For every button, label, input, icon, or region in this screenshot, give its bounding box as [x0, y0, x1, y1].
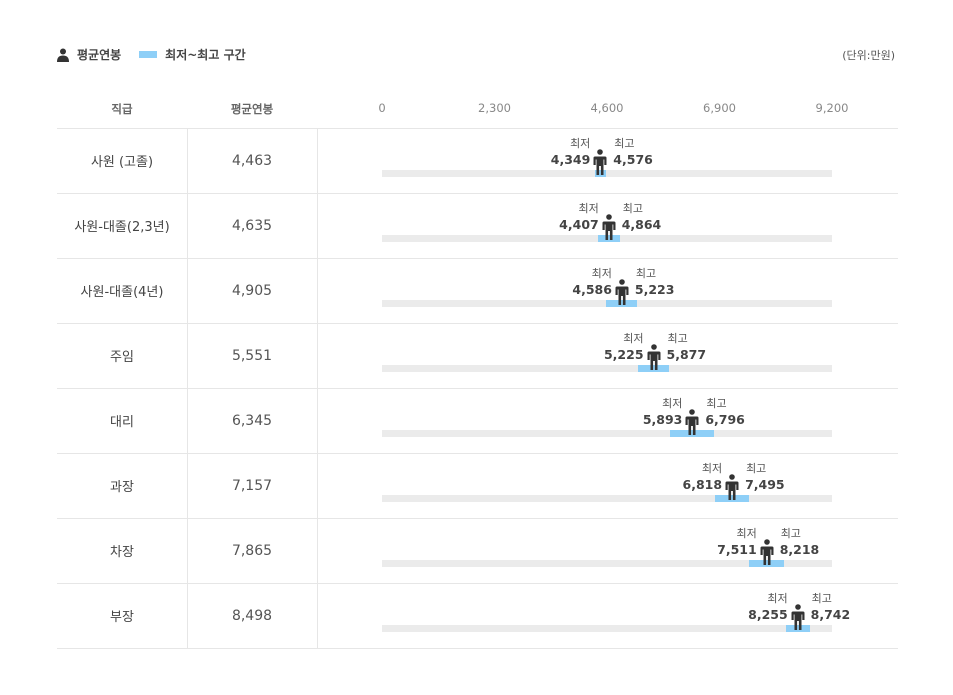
avg-person-marker: [615, 279, 629, 305]
x-tick-label: 2,300: [478, 101, 511, 115]
min-label: 최저: [570, 137, 591, 150]
avg-salary-value: 4,463: [231, 152, 273, 169]
avg-salary-value: 6,345: [231, 412, 273, 429]
max-label: 최고: [622, 202, 643, 215]
header-grade: 직급: [111, 102, 133, 116]
legend-avg-label: 평균연봉: [77, 48, 122, 62]
row-divider: [57, 193, 898, 194]
max-value: 8,218: [779, 542, 820, 557]
min-value: 7,511: [717, 542, 757, 557]
grade-label: 차장: [110, 545, 134, 560]
range-track: [382, 625, 832, 632]
x-tick-label: 6,900: [703, 101, 736, 115]
range-track: [382, 495, 832, 502]
range-bar: [749, 560, 784, 567]
header-divider: [57, 128, 898, 129]
avg-salary-value: 7,865: [231, 542, 273, 559]
grade-label: 주임: [110, 350, 134, 365]
column-divider: [317, 128, 318, 648]
max-value: 8,742: [810, 607, 851, 622]
max-label: 최고: [635, 267, 657, 280]
avg-person-marker: [647, 344, 661, 370]
min-label: 최저: [767, 592, 788, 605]
min-label: 최저: [591, 267, 612, 280]
min-label: 최저: [578, 202, 599, 215]
header-avg: 평균연봉: [230, 102, 274, 116]
range-track: [382, 430, 832, 437]
row-divider: [57, 388, 898, 389]
min-value: 8,255: [748, 607, 788, 622]
min-label: 최저: [662, 397, 683, 410]
range-bar: [785, 625, 810, 632]
grade-label: 사원-대졸(2,3년): [74, 220, 170, 235]
max-label: 최고: [614, 137, 635, 150]
row-divider: [57, 258, 898, 259]
legend: 평균연봉 최저~최고 구간: [57, 46, 246, 63]
range-track: [382, 560, 832, 567]
max-value: 4,576: [613, 152, 653, 167]
max-label: 최고: [780, 527, 801, 540]
row-divider: [57, 323, 898, 324]
range-track: [382, 365, 832, 372]
avg-salary-value: 4,905: [231, 282, 273, 299]
row-divider: [57, 453, 898, 454]
grade-label: 과장: [110, 480, 134, 495]
avg-person-marker: [685, 409, 699, 435]
min-value: 4,407: [559, 217, 599, 232]
range-track: [382, 170, 832, 177]
x-tick-label: 4,600: [590, 101, 624, 115]
max-label: 최고: [667, 332, 688, 345]
avg-person-marker: [602, 214, 616, 240]
avg-person-marker: [760, 539, 774, 565]
row-divider: [57, 583, 898, 584]
avg-salary-value: 5,551: [231, 347, 273, 364]
max-value: 5,223: [634, 282, 675, 297]
grade-label: 사원 (고졸): [90, 155, 154, 170]
min-value: 4,349: [550, 152, 591, 167]
max-value: 7,495: [745, 477, 785, 492]
max-value: 6,796: [705, 412, 745, 427]
avg-person-marker: [593, 149, 607, 175]
range-bar: [670, 430, 715, 437]
grade-label: 부장: [110, 610, 134, 625]
max-label: 최고: [811, 592, 832, 605]
range-bar: [637, 365, 670, 372]
range-bar: [606, 300, 638, 307]
min-value: 6,818: [682, 477, 723, 492]
min-label: 최저: [736, 527, 757, 540]
avg-person-marker: [725, 474, 739, 500]
range-bar: [715, 495, 749, 502]
min-label: 최저: [701, 462, 723, 475]
column-divider: [187, 128, 188, 648]
max-value: 5,877: [666, 347, 707, 362]
avg-person-marker: [791, 604, 805, 630]
min-label: 최저: [623, 332, 644, 345]
range-bar: [597, 235, 620, 242]
max-label: 최고: [706, 397, 727, 410]
max-label: 최고: [746, 462, 767, 475]
person-icon: [57, 48, 69, 62]
min-value: 5,225: [603, 347, 644, 362]
grade-label: 대리: [110, 415, 134, 430]
max-value: 4,864: [621, 217, 662, 232]
min-value: 4,586: [572, 282, 612, 297]
unit-label: (단위:만원): [842, 49, 895, 62]
avg-salary-value: 7,157: [231, 477, 273, 494]
x-tick-label: 0: [378, 101, 386, 115]
legend-range-swatch: [139, 51, 158, 58]
min-value: 5,893: [642, 412, 683, 427]
x-tick-label: 9,200: [815, 101, 849, 115]
row-divider: [57, 518, 898, 519]
grade-label: 사원-대졸(4년): [80, 285, 164, 300]
avg-salary-value: 8,498: [231, 607, 273, 624]
row-divider: [57, 648, 898, 649]
avg-salary-value: 4,635: [231, 217, 273, 234]
legend-range-label: 최저~최고 구간: [165, 48, 246, 62]
range-bar: [594, 170, 606, 177]
